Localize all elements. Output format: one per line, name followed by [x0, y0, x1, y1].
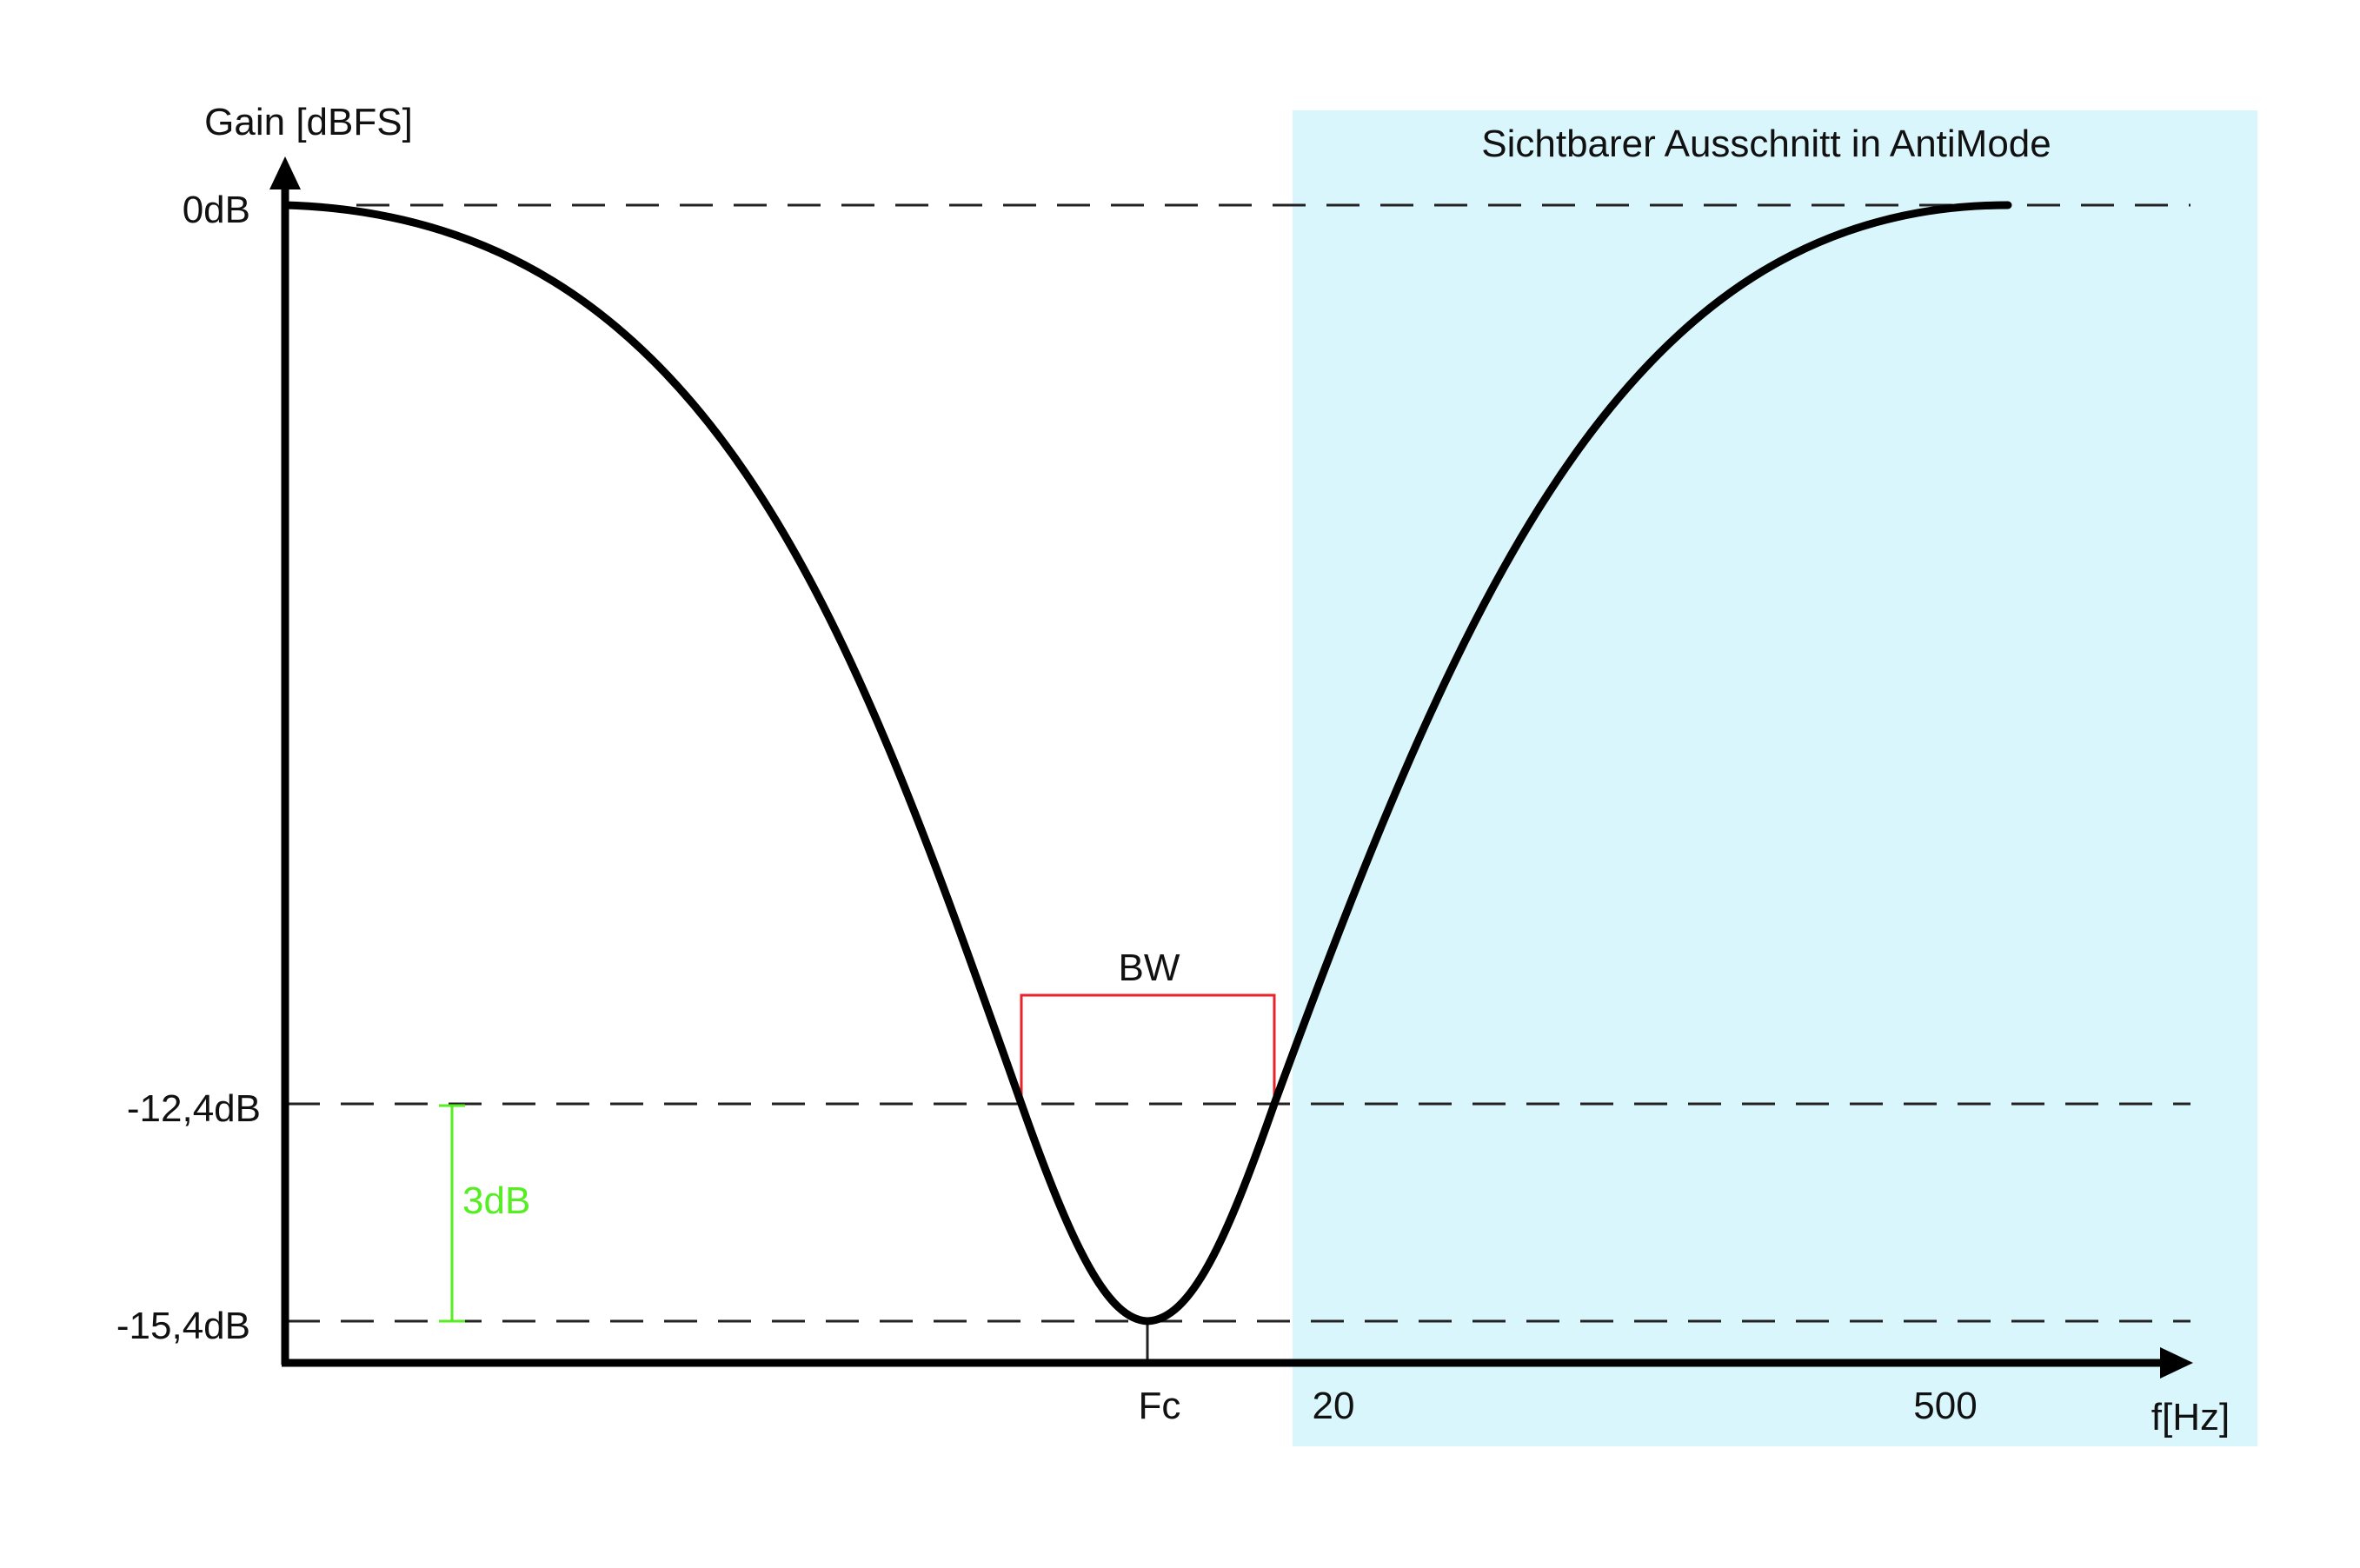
antimode-region — [1293, 110, 2257, 1446]
axes — [269, 156, 2193, 1379]
y-tick-15-4db: -15,4dB — [116, 1305, 250, 1347]
delta-marker — [439, 1104, 465, 1323]
guide-lines — [287, 203, 2190, 1323]
bandwidth-label: BW — [1119, 947, 1180, 989]
antimode-region-label: Sichtbarer Ausschnitt in AntiMode — [1481, 123, 2051, 165]
x-axis-label: f[Hz] — [2151, 1396, 2230, 1438]
delta-label: 3dB — [462, 1179, 530, 1222]
y-axis-arrow — [269, 156, 301, 189]
x-axis-arrow — [2160, 1347, 2193, 1379]
x-tick-20: 20 — [1313, 1385, 1355, 1427]
gain-curve — [281, 201, 2012, 1325]
y-tick-12-4db: -12,4dB — [127, 1087, 261, 1130]
x-tick-500: 500 — [1913, 1385, 1977, 1427]
x-tick-fc: Fc — [1139, 1385, 1181, 1427]
y-tick-0db: 0dB — [183, 189, 250, 231]
y-axis-label: Gain [dBFS] — [204, 101, 413, 143]
bandwidth-bracket — [1020, 993, 1276, 1104]
